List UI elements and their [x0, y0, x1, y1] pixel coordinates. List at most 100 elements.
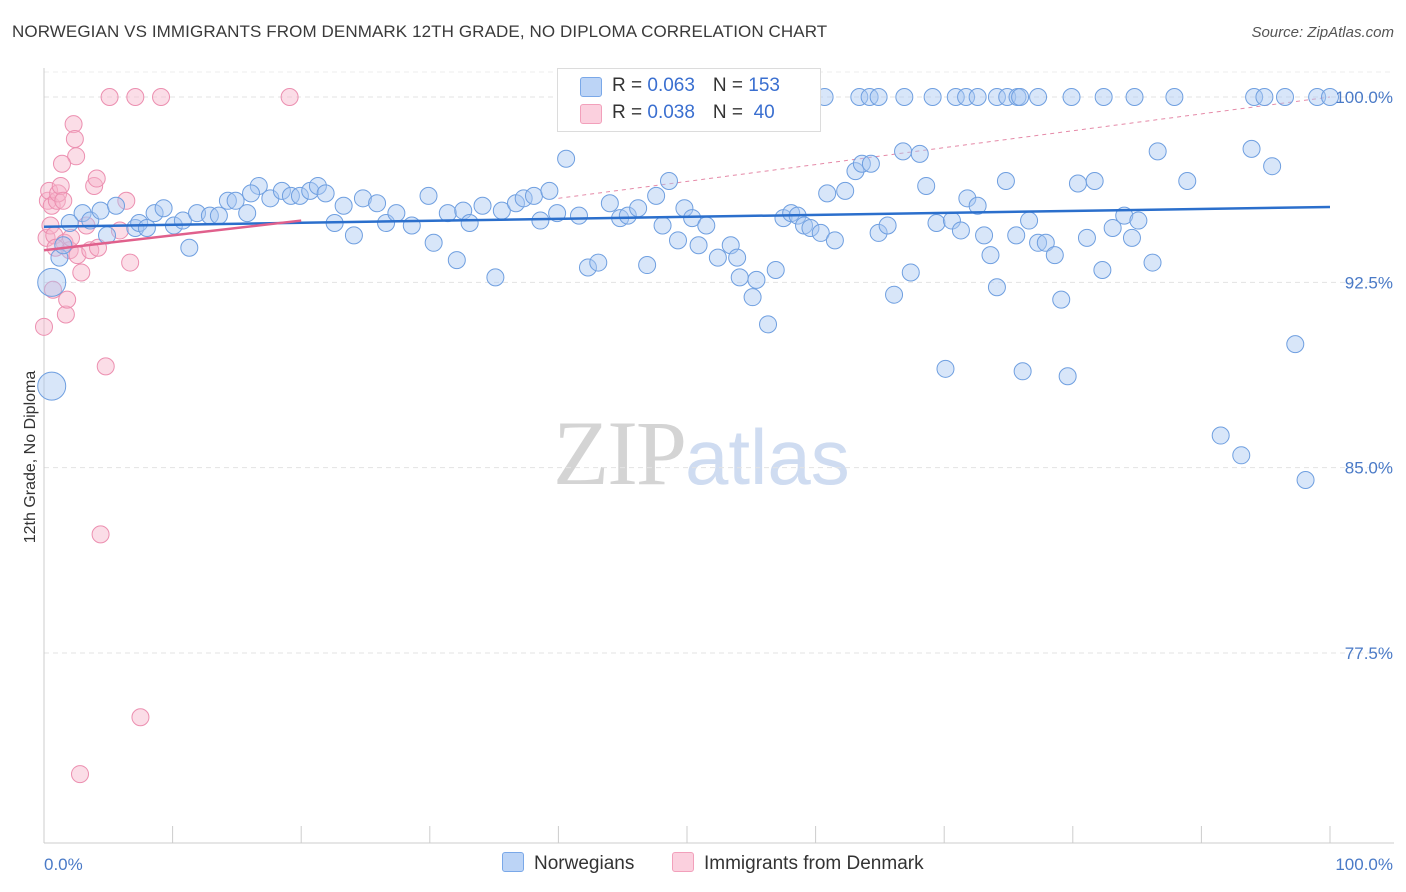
y-axis-label: 12th Grade, No Diploma [22, 371, 39, 544]
norwegian-point [1020, 211, 1039, 230]
denmark-point [91, 525, 110, 544]
norwegian-point [37, 267, 67, 297]
norwegian-point [998, 88, 1017, 106]
legend-swatch-pink [580, 104, 602, 124]
norwegian-point [1232, 446, 1251, 465]
legend-swatch-blue [580, 77, 602, 97]
norwegian-point [689, 236, 708, 255]
norwegian-point [154, 199, 173, 218]
denmark-point [58, 290, 77, 309]
denmark-point [126, 88, 145, 106]
norwegian-point [242, 184, 261, 203]
norwegian-point [460, 214, 479, 233]
norwegian-point [589, 253, 608, 272]
norwegian-point [968, 88, 987, 106]
norwegian-point [1029, 233, 1048, 252]
norwegian-point [1245, 88, 1264, 106]
norwegian-point [578, 258, 597, 277]
legend-r-value: 0.038 [647, 102, 695, 123]
norwegian-point [1308, 88, 1327, 106]
norwegian-point [569, 206, 588, 225]
denmark-point [35, 317, 53, 336]
norwegian-point [334, 196, 353, 215]
norwegian-point [514, 189, 533, 208]
norwegian-point [638, 256, 657, 275]
trend-lines [558, 96, 1331, 199]
norwegian-point [209, 206, 228, 225]
norwegian-point [861, 154, 880, 173]
denmark-point [121, 253, 140, 272]
norwegian-point [987, 88, 1006, 106]
norwegian-point [524, 186, 543, 205]
legend-text-norwegians: R = 0.063 N = 153 [612, 75, 780, 97]
y-tick-label: 77.5% [1345, 644, 1393, 663]
y-tick-label: 85.0% [1345, 459, 1393, 478]
norwegian-point [557, 149, 576, 168]
denmark-point [53, 154, 72, 173]
denmark-point [152, 88, 171, 106]
norwegian-point [801, 218, 820, 237]
norwegian-point [860, 88, 879, 106]
denmark-point [71, 765, 90, 784]
norwegian-point [1103, 218, 1122, 237]
denmark-point [67, 147, 86, 166]
x-tick-label-max: 100.0% [1335, 855, 1393, 874]
norwegian-point [987, 278, 1006, 297]
norwegian-point [54, 236, 73, 255]
norwegian-point [531, 211, 550, 230]
norwegian-point [981, 246, 1000, 265]
norwegian-point [697, 216, 716, 235]
norwegian-point [447, 251, 466, 270]
norwegian-point [1211, 426, 1230, 445]
legend-n-label: N = [712, 75, 749, 96]
legend-n-value: 40 [748, 102, 775, 123]
norwegian-point [238, 204, 257, 223]
norwegian-point [901, 263, 920, 282]
norwegian-point [1242, 139, 1261, 158]
norwegian-point [708, 248, 727, 267]
norwegian-point [846, 162, 865, 181]
norwegian-point [145, 204, 164, 223]
norwegian-point [137, 218, 156, 237]
denmark-point [47, 191, 66, 210]
denmark-point [87, 169, 106, 188]
denmark-point [96, 357, 115, 376]
norwegian-point [951, 221, 970, 240]
denmark-trend-extension [558, 96, 1331, 199]
legend-item-denmark[interactable]: Immigrants from Denmark [672, 852, 924, 875]
norwegian-point [1129, 211, 1148, 230]
norwegian-point [728, 248, 747, 267]
stats-legend: R = 0.063 N = 153 R = 0.038 N = 40 [557, 68, 821, 132]
norwegian-point [249, 176, 268, 195]
series-legend: Norwegians Immigrants from Denmark [0, 852, 1406, 876]
norwegian-point [910, 144, 929, 163]
norwegian-point [387, 204, 406, 223]
legend-r-label: R = [612, 75, 648, 96]
norwegian-point [218, 191, 237, 210]
norwegian-point [402, 216, 421, 235]
norwegian-point [600, 194, 619, 213]
norwegian-point [894, 142, 913, 161]
denmark-point [117, 191, 136, 210]
legend-item-norwegians[interactable]: Norwegians [502, 852, 634, 875]
norwegian-point [885, 285, 904, 304]
denmark-point [65, 130, 84, 149]
norwegian-point [548, 204, 567, 223]
norwegian-point [1093, 260, 1112, 279]
denmark-point [85, 176, 104, 195]
denmark-point [100, 88, 119, 106]
norwegian-point [1263, 157, 1282, 176]
norwegian-point [308, 176, 327, 195]
norwegian-point [743, 288, 762, 307]
norwegian-point [353, 189, 372, 208]
norwegian-point [1085, 172, 1104, 191]
norwegian-trend-line [43, 205, 1331, 228]
norwegian-point [811, 223, 830, 242]
norwegian-point [747, 270, 766, 289]
watermark-zip: ZIP [553, 402, 687, 504]
denmark-point [64, 115, 83, 134]
norwegian-point [37, 371, 67, 401]
norwegian-point [1029, 88, 1048, 106]
norwegian-point [878, 216, 897, 235]
norwegian-point [486, 268, 505, 287]
